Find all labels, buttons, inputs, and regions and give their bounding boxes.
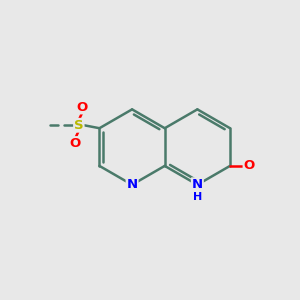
Text: N: N bbox=[192, 178, 203, 191]
Text: S: S bbox=[74, 119, 84, 132]
Text: O: O bbox=[244, 159, 255, 172]
Text: N: N bbox=[127, 178, 138, 191]
Text: H: H bbox=[193, 191, 202, 202]
Text: O: O bbox=[77, 100, 88, 113]
Text: O: O bbox=[70, 137, 81, 150]
